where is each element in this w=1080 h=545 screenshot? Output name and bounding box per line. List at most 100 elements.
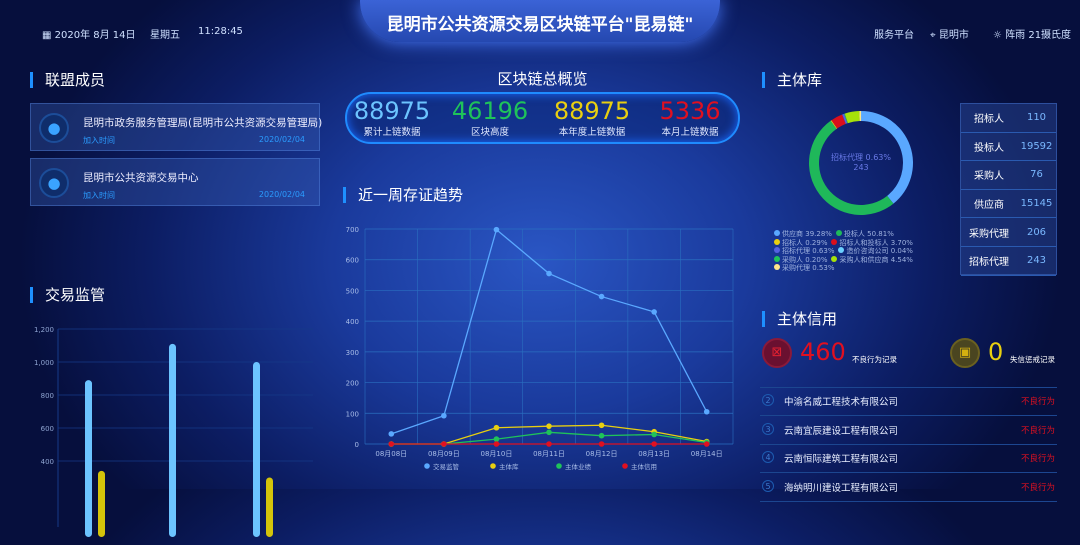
donut-slice[interactable] <box>844 113 848 124</box>
entity-type: 招标人 <box>974 114 1004 126</box>
data-point[interactable] <box>493 424 500 431</box>
donut-slice[interactable] <box>831 114 846 129</box>
legend-name: 招标人和投标人 <box>839 238 889 247</box>
data-point[interactable] <box>546 441 552 447</box>
legend-item[interactable]: 投标人 50.81% <box>834 230 894 239</box>
data-point[interactable] <box>703 441 710 447</box>
data-point[interactable] <box>493 441 500 447</box>
rank-badge: 3 <box>762 422 774 435</box>
data-point[interactable] <box>441 441 447 447</box>
user-avatar-icon: ● <box>39 113 69 143</box>
legend-label[interactable]: 主体库 <box>499 462 519 471</box>
donut-slice[interactable] <box>844 113 848 124</box>
credit-title: 主体信用 <box>762 311 837 327</box>
calendar-icon: ▦ <box>42 30 55 41</box>
data-point[interactable] <box>703 408 710 415</box>
legend-item[interactable]: 采购人和供应商 4.54% <box>829 255 913 265</box>
stat-total: 88975 累计上链数据 <box>353 97 431 138</box>
member-card[interactable]: ● 昆明市公共资源交易中心 加入时间 2020/02/04 <box>30 158 320 206</box>
header-banner <box>360 0 720 42</box>
data-point[interactable] <box>651 431 657 438</box>
data-point[interactable] <box>598 441 605 447</box>
legend-dot-icon <box>774 230 780 236</box>
data-point[interactable] <box>651 309 657 315</box>
data-point[interactable] <box>441 412 447 419</box>
record-tag: 不良行为 <box>1020 454 1055 464</box>
bar[interactable] <box>266 477 273 538</box>
rank-badge: 5 <box>762 479 774 492</box>
y-tick-label: 200 <box>346 380 359 388</box>
legend-dot-icon <box>831 255 838 262</box>
legend-label[interactable]: 交易监管 <box>433 462 460 471</box>
bad-record-icon: ⊠ <box>762 338 792 368</box>
legend-label[interactable]: 主体信用 <box>631 462 657 471</box>
donut-slice[interactable] <box>830 120 838 129</box>
data-point[interactable] <box>388 441 395 447</box>
donut-slice[interactable] <box>844 111 860 124</box>
donut-slice[interactable] <box>809 120 894 215</box>
legend-item[interactable]: 招标代理 0.63% <box>772 247 834 256</box>
credit-row[interactable]: 2 中渝名威工程技术有限公司 不良行为 <box>760 388 1057 416</box>
dishonest-record-icon: ▣ <box>950 338 980 368</box>
y-tick-label: 1,200 <box>34 326 54 334</box>
bar[interactable] <box>98 470 105 537</box>
data-point[interactable] <box>598 432 605 439</box>
legend-name: 供应商 <box>782 230 803 238</box>
bar[interactable] <box>253 362 260 537</box>
credit-row[interactable]: 3 云南宜辰建设工程有限公司 不良行为 <box>760 417 1057 445</box>
data-point[interactable] <box>493 436 500 442</box>
donut-center-label: 招标代理 0.63% <box>831 153 891 162</box>
bar[interactable] <box>169 343 176 537</box>
data-point[interactable] <box>546 423 552 429</box>
data-point[interactable] <box>651 441 657 447</box>
dishonest-label: 失信惩戒记录 <box>1010 355 1055 364</box>
legend-item[interactable]: 供应商 39.28% <box>772 230 832 239</box>
weather: ☼ 阵雨 21摄氏度 <box>993 30 1072 41</box>
donut-slice[interactable] <box>861 111 913 204</box>
legend-pct: 4.54% <box>890 255 913 264</box>
legend-dot-icon <box>835 230 842 236</box>
entity-count: 206 <box>1026 226 1047 238</box>
entity-type: 采购代理 <box>969 228 1009 240</box>
entity-row: 投标人 19592 <box>961 133 1056 162</box>
service-platform-link[interactable]: 服务平台 <box>874 30 914 41</box>
legend-label[interactable]: 主体业绩 <box>565 462 592 471</box>
entity-title: 主体库 <box>762 72 822 88</box>
credit-row[interactable]: 5 海纳明川建设工程有限公司 不良行为 <box>760 474 1057 502</box>
legend-name: 投标人 <box>843 230 865 238</box>
legend-pct: 0.63% <box>812 247 835 256</box>
y-tick-label: 600 <box>346 257 359 265</box>
legend-name: 招标代理 <box>782 247 810 256</box>
legend-pct: 0.20% <box>805 255 828 264</box>
legend-item[interactable]: 采购人 0.20% <box>772 255 828 265</box>
legend-name: 采购人和供应商 <box>839 255 889 264</box>
data-point[interactable] <box>493 226 500 233</box>
credit-row[interactable]: 4 云南恒际建筑工程有限公司 不良行为 <box>760 445 1057 473</box>
data-point[interactable] <box>546 270 552 277</box>
donut-center-value: 243 <box>853 163 869 172</box>
bar[interactable] <box>85 380 92 537</box>
x-tick-label: 08月11日 <box>533 450 565 458</box>
donut-slice[interactable] <box>842 113 848 124</box>
legend-dot-icon <box>622 463 628 469</box>
member-card[interactable]: ● 昆明市政务服务管理局(昆明市公共资源交易管理局) 加入时间 2020/02/… <box>30 103 322 151</box>
legend-dot-icon <box>774 238 780 245</box>
y-tick-label: 0 <box>355 441 359 449</box>
legend-item[interactable]: 采购代理 0.53% <box>772 264 834 273</box>
data-point[interactable] <box>546 429 552 436</box>
overview-panel: 88975 累计上链数据 46196 区块高度 88975 本年度上链数据 5336 本… <box>345 92 740 144</box>
legend-item[interactable]: 造价咨询公司 0.04% <box>836 247 913 256</box>
entity-row: 采购代理 206 <box>961 218 1056 247</box>
legend-name: 造价咨询公司 <box>846 247 889 256</box>
entity-table: 招标人 110 投标人 19592 采购人 76 供应商 15145 采购代理 206 招标代理 24… <box>960 103 1057 276</box>
data-point[interactable] <box>598 422 605 429</box>
legend-item[interactable]: 招标人 0.29% <box>772 238 827 248</box>
company-name: 云南宜辰建设工程有限公司 <box>784 425 899 437</box>
legend-item[interactable]: 招标人和投标人 3.70% <box>829 238 913 248</box>
date-display: ▦ 2020年 8月 14日 <box>42 30 136 41</box>
data-point[interactable] <box>598 293 605 300</box>
donut-slice[interactable] <box>859 111 862 122</box>
stat-month: 5336 本月上链数据 <box>659 97 721 138</box>
data-point[interactable] <box>388 431 395 437</box>
legend-dot-icon <box>424 463 430 469</box>
